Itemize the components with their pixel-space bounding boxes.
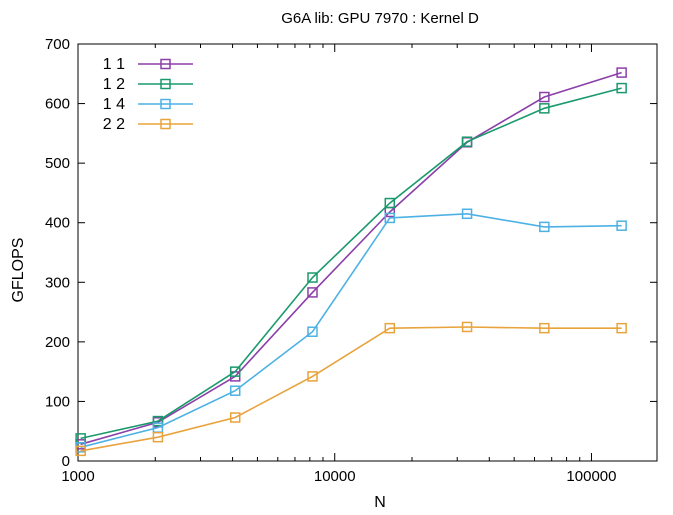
series-layer	[75, 67, 627, 457]
series-line	[80, 212, 622, 449]
data-point	[461, 321, 473, 333]
series-line	[80, 87, 622, 440]
y-tick-label: 300	[45, 274, 70, 291]
y-axis-title: GFLOPS	[10, 238, 27, 303]
legend-item: 1 4	[103, 96, 193, 113]
series-line	[80, 71, 622, 446]
data-point	[384, 212, 396, 224]
legend-label: 1 4	[103, 96, 125, 113]
y-tick-label: 500	[45, 155, 70, 172]
plot-frame	[77, 43, 658, 462]
series-line	[80, 326, 622, 452]
legend-marker	[160, 78, 171, 90]
x-axis-title: N	[374, 494, 386, 511]
y-tick-label: 0	[62, 453, 70, 470]
data-point	[152, 415, 164, 427]
data-point	[461, 136, 473, 147]
series-2	[75, 82, 627, 444]
axis-ticks: 0 100 200 300 400 500 600 700 1000 10000 100000	[45, 36, 657, 485]
x-tick-label: 100000	[566, 468, 616, 485]
legend-label: 1 1	[103, 56, 125, 73]
data-point	[539, 91, 550, 103]
legend-marker	[160, 58, 171, 70]
data-point	[539, 221, 550, 233]
legend: 1 1 1 2 1 4 2 2	[103, 56, 193, 133]
x-tick-label: 10000	[314, 468, 356, 485]
y-tick-label: 200	[45, 334, 70, 351]
data-point	[461, 208, 473, 220]
series-4	[75, 321, 627, 457]
data-point	[152, 431, 164, 443]
data-point	[307, 326, 318, 337]
data-point	[384, 322, 396, 334]
legend-item: 1 1	[103, 56, 193, 73]
series-1	[75, 67, 627, 450]
y-tick-label: 100	[45, 393, 70, 410]
data-point	[616, 82, 627, 94]
data-point	[384, 197, 396, 209]
legend-item: 1 2	[103, 76, 193, 93]
data-point	[229, 412, 241, 423]
legend-label: 2 2	[103, 116, 125, 133]
data-point	[307, 371, 318, 382]
legend-label: 1 2	[103, 76, 125, 93]
legend-marker	[160, 98, 171, 110]
legend-marker	[160, 118, 171, 130]
chart-title: G6A lib: GPU 7970 : Kernel D	[281, 10, 479, 27]
series-3	[75, 208, 627, 453]
y-tick-label: 600	[45, 96, 70, 113]
y-tick-label: 400	[45, 215, 70, 232]
data-point	[75, 445, 86, 457]
data-point	[307, 272, 318, 283]
data-point	[539, 322, 550, 334]
data-point	[229, 385, 241, 396]
data-point	[229, 366, 241, 377]
data-point	[539, 103, 550, 114]
data-point	[616, 220, 627, 231]
x-tick-label: 1000	[61, 468, 94, 485]
data-point	[616, 322, 627, 334]
data-point	[307, 287, 318, 298]
legend-item: 2 2	[103, 116, 193, 133]
data-point	[616, 67, 627, 78]
y-tick-label: 700	[45, 36, 70, 53]
